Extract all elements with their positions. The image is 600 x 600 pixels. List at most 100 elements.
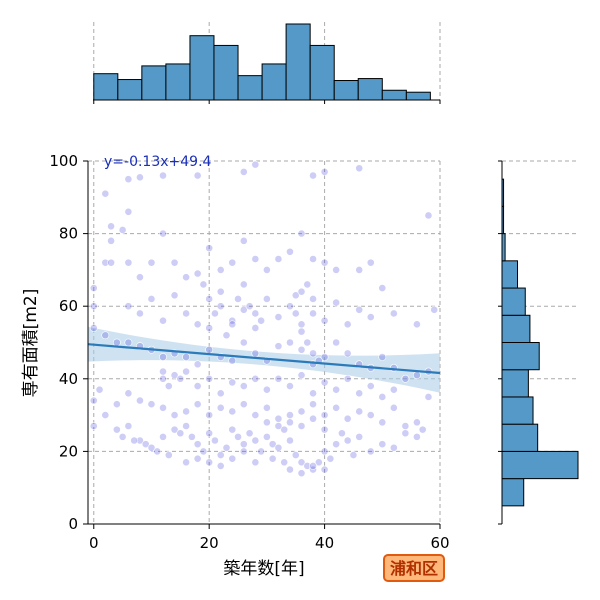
scatter-point [338,429,346,438]
scatter-point [216,287,225,296]
scatter-point [366,258,375,267]
scatter-point [286,436,294,445]
scatter-point [89,324,98,332]
scatter-point [205,458,214,467]
scatter-point [262,418,271,427]
scatter-point [320,465,329,474]
scatter-point [378,284,387,292]
scatter-point [320,353,329,361]
scatter-point [89,302,98,311]
top-hist-ticks [93,100,441,104]
scatter-point [107,236,115,245]
scatter-point [332,403,341,412]
scatter-point [251,160,260,169]
scatter-point [193,320,202,329]
scatter-point [251,309,260,318]
scatter-point [424,211,433,220]
scatter-point [309,414,317,423]
scatter-point [112,400,121,409]
scatter-point [389,443,398,452]
scatter-point [349,451,358,459]
y-tick-label: 80 [59,225,78,243]
scatter-point [222,443,231,452]
x-tick-label: 0 [89,534,99,552]
scatter-point [182,367,190,376]
x-tick-label: 60 [430,534,449,552]
scatter-point [228,258,237,267]
scatter-point [366,382,375,390]
scatter-point [274,374,283,383]
scatter-point [193,382,202,390]
scatter-point [355,265,364,274]
scatter-point [147,443,156,452]
scatter-point [378,353,387,361]
x-tick-label: 40 [315,534,334,552]
scatter-point [228,407,237,416]
scatter-point [228,320,237,329]
right-marginal-histogram [498,160,579,525]
scatter-point [234,295,242,303]
x-axis-ticks: 0 20 40 60 [89,524,450,552]
scatter-point [159,432,167,441]
scatter-point [274,414,283,423]
scatter-point [274,255,283,263]
scatter-point [274,443,283,452]
y-tick-label: 20 [59,442,78,460]
scatter-point [286,465,294,474]
scatter-point [297,458,306,467]
scatter-point [297,422,306,430]
scatter-point [112,425,121,434]
top-hist-bar [405,91,431,101]
top-hist-bar [237,75,263,101]
scatter-point [413,418,421,427]
right-hist-bars [501,178,579,507]
y-axis-ticks: 0 20 40 60 80 100 [49,152,88,533]
scatter-point [182,309,190,318]
top-hist-bar [141,65,167,101]
main-plot-area: 0 20 40 60 0 20 40 60 80 100 y=-0.13x+49.4 築年数[年… [21,152,450,579]
scatter-point [239,236,248,245]
scatter-point [222,331,231,340]
region-badge-label: 浦和区 [390,559,438,578]
region-badge-box [383,554,445,582]
regression-annotation: y=-0.13x+49.4 [104,154,212,170]
scatter-point [355,407,364,416]
top-hist-bar [333,80,359,101]
scatter-point [205,244,214,253]
scatter-point [257,316,266,325]
scatter-point [401,422,410,430]
scatter-point [286,418,294,427]
y-tick-label: 100 [49,152,78,170]
scatter-point [389,309,398,318]
scatter-point [303,280,312,289]
scatter-point [124,175,133,184]
right-hist-bar [501,287,526,316]
scatter-point [297,327,306,336]
x-tick-label: 20 [200,534,219,552]
scatter-point [286,338,294,347]
scatter-point [286,382,294,390]
scatter-point [251,411,260,419]
right-hist-bar [501,450,579,480]
scatter-point [430,305,439,314]
scatter-point [343,320,352,329]
scatter-point [251,324,260,332]
right-hist-bar [501,423,539,452]
scatter-point [309,400,317,409]
top-hist-bar [213,44,239,101]
scatter-point [228,378,237,387]
scatter-point [101,411,110,419]
scatter-point [187,432,196,441]
scatter-point [413,371,421,380]
scatter-point [164,451,173,459]
scatter-point [274,342,283,351]
scatter-point [136,436,144,445]
scatter-point [274,422,283,430]
scatter-point [389,385,398,394]
scatter-point [182,458,190,467]
scatter-point [332,385,341,394]
scatter-point [101,189,110,198]
top-hist-bar [381,89,407,101]
scatter-point [297,287,306,296]
scatter-point [159,229,167,238]
